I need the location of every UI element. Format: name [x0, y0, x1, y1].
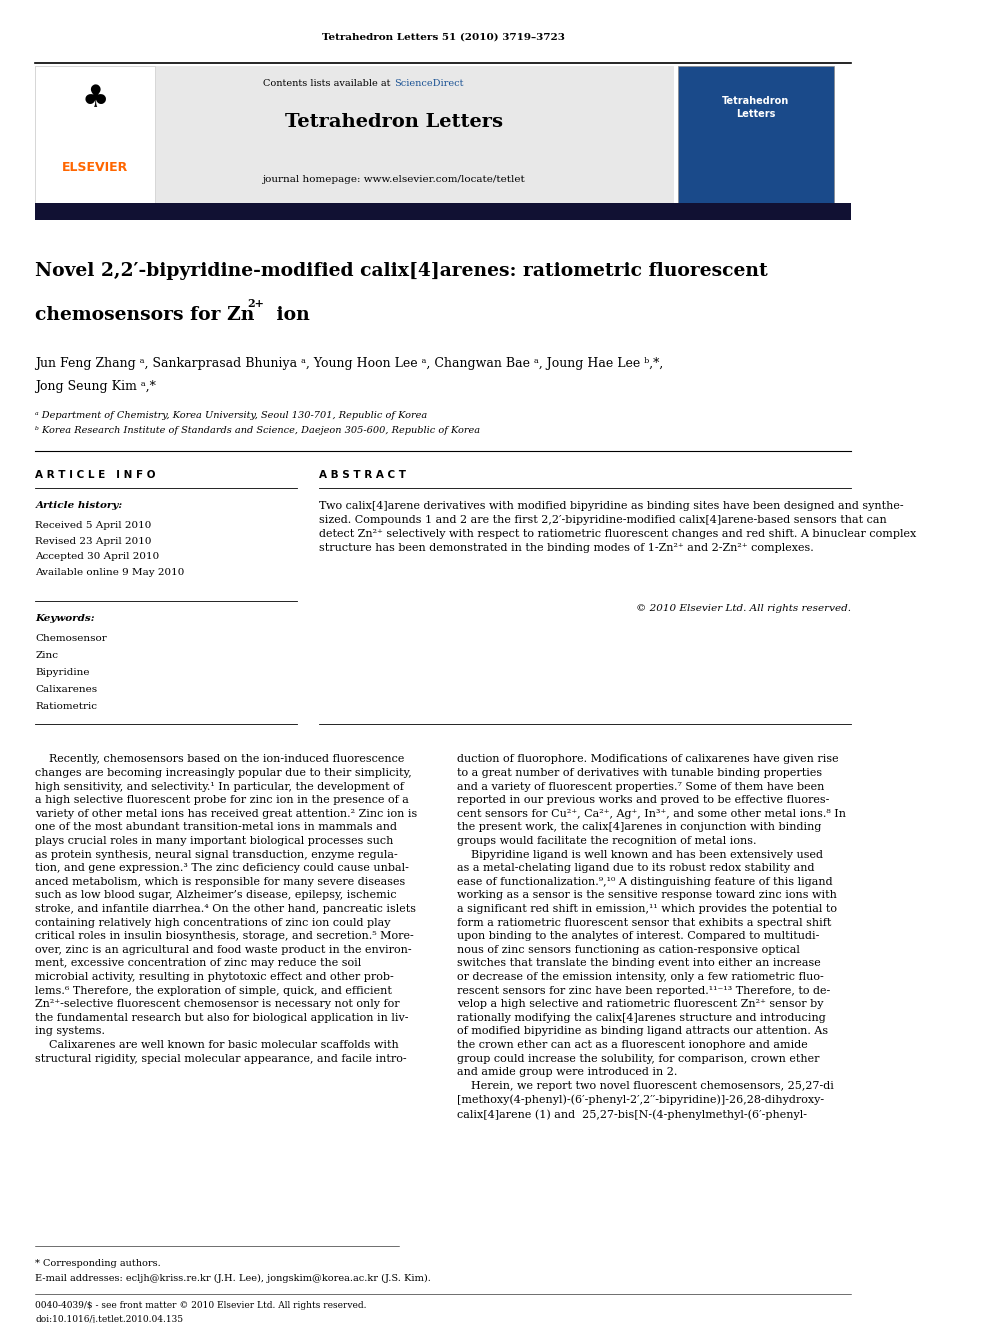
Text: ELSEVIER: ELSEVIER: [62, 161, 128, 175]
Text: Bipyridine: Bipyridine: [36, 668, 90, 677]
Text: Available online 9 May 2010: Available online 9 May 2010: [36, 568, 185, 577]
Text: chemosensors for Zn: chemosensors for Zn: [36, 306, 255, 324]
FancyBboxPatch shape: [36, 204, 851, 221]
Text: Tetrahedron
Letters: Tetrahedron Letters: [722, 97, 790, 119]
Text: Jong Seung Kim ᵃ,*: Jong Seung Kim ᵃ,*: [36, 381, 157, 393]
Text: 2+: 2+: [247, 298, 264, 308]
Text: * Corresponding authors.: * Corresponding authors.: [36, 1259, 162, 1269]
Text: Tetrahedron Letters: Tetrahedron Letters: [285, 112, 503, 131]
Text: E-mail addresses: ecljh@kriss.re.kr (J.H. Lee), jongskim@korea.ac.kr (J.S. Kim).: E-mail addresses: ecljh@kriss.re.kr (J.H…: [36, 1274, 432, 1283]
Text: Received 5 April 2010: Received 5 April 2010: [36, 521, 152, 529]
FancyBboxPatch shape: [36, 66, 155, 204]
FancyBboxPatch shape: [679, 66, 833, 204]
Text: Contents lists available at: Contents lists available at: [263, 79, 394, 89]
Text: Recently, chemosensors based on the ion-induced fluorescence
changes are becomin: Recently, chemosensors based on the ion-…: [36, 754, 418, 1064]
Text: journal homepage: www.elsevier.com/locate/tetlet: journal homepage: www.elsevier.com/locat…: [262, 175, 525, 184]
Text: Jun Feng Zhang ᵃ, Sankarprasad Bhuniya ᵃ, Young Hoon Lee ᵃ, Changwan Bae ᵃ, Joun: Jun Feng Zhang ᵃ, Sankarprasad Bhuniya ᵃ…: [36, 357, 664, 370]
Text: Novel 2,2′-bipyridine-modified calix[4]arenes: ratiometric fluorescent: Novel 2,2′-bipyridine-modified calix[4]a…: [36, 262, 768, 280]
FancyBboxPatch shape: [36, 66, 674, 204]
Text: doi:10.1016/j.tetlet.2010.04.135: doi:10.1016/j.tetlet.2010.04.135: [36, 1315, 184, 1323]
Text: A R T I C L E   I N F O: A R T I C L E I N F O: [36, 470, 156, 480]
Text: Revised 23 April 2010: Revised 23 April 2010: [36, 537, 152, 545]
Text: Two calix[4]arene derivatives with modified bipyridine as binding sites have bee: Two calix[4]arene derivatives with modif…: [319, 501, 917, 553]
Text: Chemosensor: Chemosensor: [36, 634, 107, 643]
Text: A B S T R A C T: A B S T R A C T: [319, 470, 407, 480]
Text: ᵇ Korea Research Institute of Standards and Science, Daejeon 305-600, Republic o: ᵇ Korea Research Institute of Standards …: [36, 426, 480, 435]
Text: ScienceDirect: ScienceDirect: [394, 79, 463, 89]
Text: Zinc: Zinc: [36, 651, 59, 660]
Text: © 2010 Elsevier Ltd. All rights reserved.: © 2010 Elsevier Ltd. All rights reserved…: [636, 603, 851, 613]
Text: Article history:: Article history:: [36, 501, 123, 511]
Text: ᵃ Department of Chemistry, Korea University, Seoul 130-701, Republic of Korea: ᵃ Department of Chemistry, Korea Univers…: [36, 410, 428, 419]
Text: ♣: ♣: [81, 83, 108, 112]
Text: Keywords:: Keywords:: [36, 614, 95, 623]
Text: Accepted 30 April 2010: Accepted 30 April 2010: [36, 552, 160, 561]
Text: ion: ion: [270, 306, 310, 324]
Text: 0040-4039/$ - see front matter © 2010 Elsevier Ltd. All rights reserved.: 0040-4039/$ - see front matter © 2010 El…: [36, 1302, 367, 1311]
Text: Calixarenes: Calixarenes: [36, 685, 97, 693]
Text: duction of fluorophore. Modifications of calixarenes have given rise
to a great : duction of fluorophore. Modifications of…: [456, 754, 846, 1119]
Text: Tetrahedron Letters 51 (2010) 3719–3723: Tetrahedron Letters 51 (2010) 3719–3723: [322, 33, 564, 42]
Text: Ratiometric: Ratiometric: [36, 703, 97, 710]
